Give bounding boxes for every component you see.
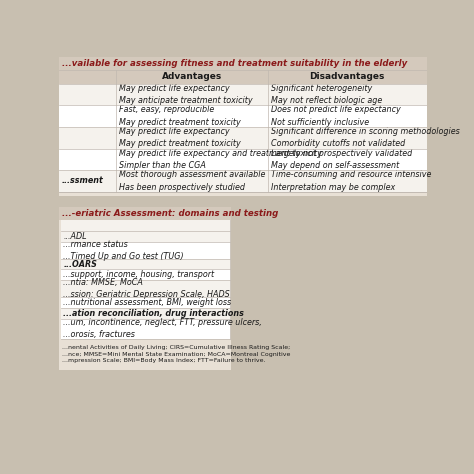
Text: May predict life expectancy
May predict treatment toxicity: May predict life expectancy May predict … bbox=[119, 127, 241, 148]
Bar bbox=[61, 242, 230, 259]
Text: Advantages: Advantages bbox=[162, 73, 222, 82]
Text: ...support, income, housing, transport: ...support, income, housing, transport bbox=[63, 270, 214, 279]
Bar bbox=[59, 57, 427, 70]
Text: Time-consuming and resource intensive
Interpretation may be complex: Time-consuming and resource intensive In… bbox=[271, 170, 431, 191]
Text: May predict life expectancy and treatment toxicity
Simpler than the CGA: May predict life expectancy and treatmen… bbox=[119, 148, 322, 170]
Text: ...OARS: ...OARS bbox=[63, 259, 97, 268]
Bar bbox=[61, 297, 230, 308]
Text: Significant difference in scoring methodologies
Comorbidity cutoffs not validate: Significant difference in scoring method… bbox=[271, 127, 460, 148]
Bar bbox=[61, 269, 230, 280]
Bar bbox=[61, 308, 230, 319]
Bar bbox=[61, 280, 230, 297]
Bar bbox=[59, 57, 427, 196]
Text: ...nutritional assessment, BMI, weight loss: ...nutritional assessment, BMI, weight l… bbox=[63, 298, 231, 307]
Text: Fast, easy, reproducible
May predict treatment toxicity: Fast, easy, reproducible May predict tre… bbox=[119, 105, 241, 127]
Bar bbox=[59, 70, 427, 84]
Text: ...nental Activities of Daily Living; CIRS=Cumulative Illness Rating Scale;
...n: ...nental Activities of Daily Living; CI… bbox=[63, 345, 291, 363]
Text: ...vailable for assessing fitness and treatment suitability in the elderly: ...vailable for assessing fitness and tr… bbox=[63, 59, 408, 68]
Text: Most thorough assessment available
Has been prospectively studied: Most thorough assessment available Has b… bbox=[119, 170, 265, 191]
Text: ...ADL: ...ADL bbox=[63, 232, 87, 241]
Bar bbox=[61, 220, 230, 231]
Text: Does not predict life expectancy
Not sufficiently inclusive: Does not predict life expectancy Not suf… bbox=[271, 105, 401, 127]
Bar bbox=[59, 148, 427, 170]
Bar bbox=[61, 220, 230, 339]
Text: Significant heterogeneity
May not reflect biologic age: Significant heterogeneity May not reflec… bbox=[271, 84, 382, 105]
Bar bbox=[61, 231, 230, 242]
Text: ...ssment: ...ssment bbox=[62, 176, 103, 185]
Bar bbox=[61, 259, 230, 269]
Text: ...rmance status
...Timed Up and Go test (TUG): ...rmance status ...Timed Up and Go test… bbox=[63, 240, 184, 261]
Text: ...-eriatric Assessment: domains and testing: ...-eriatric Assessment: domains and tes… bbox=[63, 209, 279, 218]
Text: ...ntia: MMSE, MoCA
...ssion: Geriatric Depression Scale, HADS: ...ntia: MMSE, MoCA ...ssion: Geriatric … bbox=[63, 278, 230, 299]
Bar bbox=[59, 170, 427, 191]
Text: Disadvantages: Disadvantages bbox=[310, 73, 385, 82]
Bar bbox=[59, 84, 427, 105]
Bar bbox=[61, 339, 230, 370]
Text: Largely not prospectively validated
May depend on self-assessment: Largely not prospectively validated May … bbox=[271, 148, 412, 170]
Text: ...ation reconciliation, drug interactions: ...ation reconciliation, drug interactio… bbox=[63, 309, 244, 318]
Text: ...um, incontinence, neglect, FTT, pressure ulcers,
...orosis, fractures: ...um, incontinence, neglect, FTT, press… bbox=[63, 318, 262, 339]
Bar bbox=[59, 207, 231, 220]
Bar bbox=[61, 319, 230, 339]
Text: May predict life expectancy
May anticipate treatment toxicity: May predict life expectancy May anticipa… bbox=[119, 84, 253, 105]
Bar bbox=[59, 127, 427, 148]
Bar bbox=[59, 207, 231, 370]
Bar bbox=[59, 105, 427, 127]
